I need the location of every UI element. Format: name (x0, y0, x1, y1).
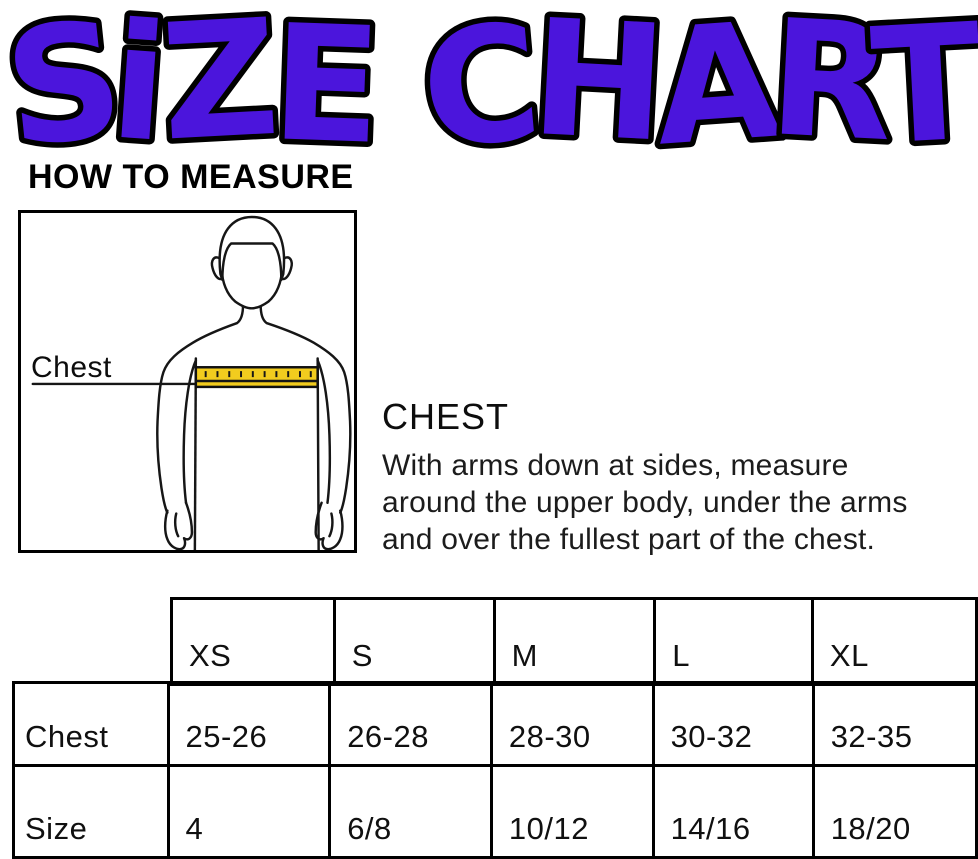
measure-figure-box: Chest (18, 210, 357, 553)
tape-ticks (204, 371, 312, 378)
title-letter: E (269, 0, 385, 158)
title-letter: C (415, 0, 548, 158)
value-cell: 25-26 (166, 681, 332, 767)
value-cell: 14/16 (651, 764, 815, 859)
value-cell: 18/20 (811, 764, 978, 859)
instruction-line: around the upper body, under the arms (382, 486, 908, 519)
row-label-cell: Chest (12, 681, 170, 767)
right-hand-detail (328, 512, 334, 538)
row-label-cell: Size (12, 764, 170, 859)
size-table-header: XS S M L XL (170, 597, 978, 686)
size-chart-title: S i Z E C H A R T (0, 0, 978, 158)
table-row: Size 4 6/8 10/12 14/16 18/20 (12, 764, 978, 859)
value-cell: 32-35 (811, 681, 978, 767)
table-row: XS S M L XL (170, 597, 978, 686)
chest-section-heading: CHEST (382, 396, 510, 437)
column-header-cell: XL (810, 597, 978, 686)
torso-left-line (193, 357, 198, 550)
how-to-measure-heading: HOW TO MEASURE (28, 158, 354, 196)
left-arm-outline (156, 304, 245, 514)
column-header-cell: L (653, 597, 814, 686)
title-letter: S (0, 0, 131, 158)
title-letter: T (867, 0, 978, 158)
value-cell: 6/8 (328, 764, 493, 859)
title-letter: R (765, 0, 898, 158)
value-cell: 28-30 (489, 681, 655, 767)
left-hand (163, 501, 194, 550)
table-row: Chest 25-26 26-28 28-30 30-32 32-35 (12, 681, 978, 767)
right-hand (314, 501, 344, 550)
left-ear (210, 256, 223, 281)
size-table-body: Chest 25-26 26-28 28-30 30-32 32-35 Size… (12, 681, 978, 859)
left-hand-detail (173, 512, 180, 538)
value-cell: 26-28 (328, 681, 493, 767)
column-header-cell: S (332, 597, 496, 686)
right-ear (281, 256, 293, 281)
title-letter: Z (157, 0, 283, 158)
value-cell: 30-32 (651, 681, 815, 767)
measuring-tape (194, 366, 319, 389)
chest-pointer-label: Chest (31, 351, 112, 384)
figure-illustration (31, 215, 352, 550)
value-cell: 4 (166, 764, 332, 859)
right-arm-outline (259, 304, 352, 514)
instruction-line: With arms down at sides, measure (382, 449, 849, 482)
title-letter: H (527, 0, 671, 158)
title-letter: A (649, 0, 786, 158)
column-header-cell: M (492, 597, 657, 686)
instruction-line: and over the fullest part of the chest. (382, 523, 876, 556)
face-outline (220, 266, 284, 310)
torso-right-line (316, 357, 320, 550)
left-arm-inner-line (182, 359, 198, 505)
column-header-cell: XS (170, 597, 336, 686)
chest-instructions: With arms down at sides, measure around … (382, 447, 962, 558)
hair (218, 215, 286, 282)
value-cell: 10/12 (489, 764, 655, 859)
right-arm-inner-line (316, 359, 332, 505)
